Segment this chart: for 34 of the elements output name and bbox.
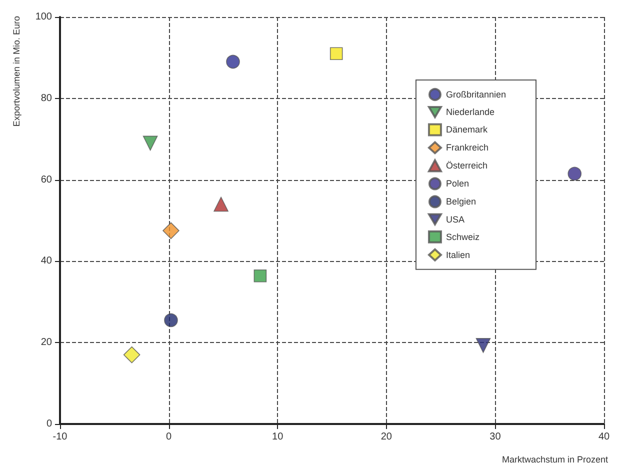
point xyxy=(123,346,140,364)
point xyxy=(162,222,180,240)
legend-label: Niederlande xyxy=(446,107,495,118)
legend-label: Belgien xyxy=(446,196,476,207)
y-tick-label: 100 xyxy=(35,12,52,22)
x-tick-label: 0 xyxy=(166,432,172,442)
y-tick-label: 40 xyxy=(40,256,52,267)
legend-label: Polen xyxy=(446,178,469,189)
point xyxy=(476,338,491,353)
x-tick-label: -10 xyxy=(52,432,68,442)
y-tick-label: 20 xyxy=(40,337,52,348)
legend-label: Frankreich xyxy=(446,142,488,153)
y-tick-label: 60 xyxy=(40,174,52,186)
point xyxy=(226,54,240,69)
x-tick-label: 30 xyxy=(490,432,502,442)
y-tick-label: 80 xyxy=(40,92,52,104)
legend-label: Österreich xyxy=(446,160,488,171)
legend-label: Großbritannien xyxy=(446,90,506,100)
x-axis-title: Marktwachstum in Prozent xyxy=(502,454,608,464)
x-tick-label: 40 xyxy=(598,432,610,442)
x-tick-label: 10 xyxy=(272,432,284,442)
x-tick-label: 20 xyxy=(380,432,392,442)
point xyxy=(142,136,158,151)
point xyxy=(164,313,178,328)
point xyxy=(214,196,228,212)
legend-label: Dänemark xyxy=(446,124,488,135)
y-axis-title: Exportvolumen in Mio. Euro xyxy=(12,16,22,127)
point xyxy=(254,269,267,282)
legend-label: Italien xyxy=(446,250,470,260)
legend-label: Schweiz xyxy=(446,232,480,242)
point xyxy=(568,166,582,181)
y-tick-label: 0 xyxy=(46,418,52,430)
point xyxy=(330,47,343,60)
legend-label: USA xyxy=(446,214,464,224)
